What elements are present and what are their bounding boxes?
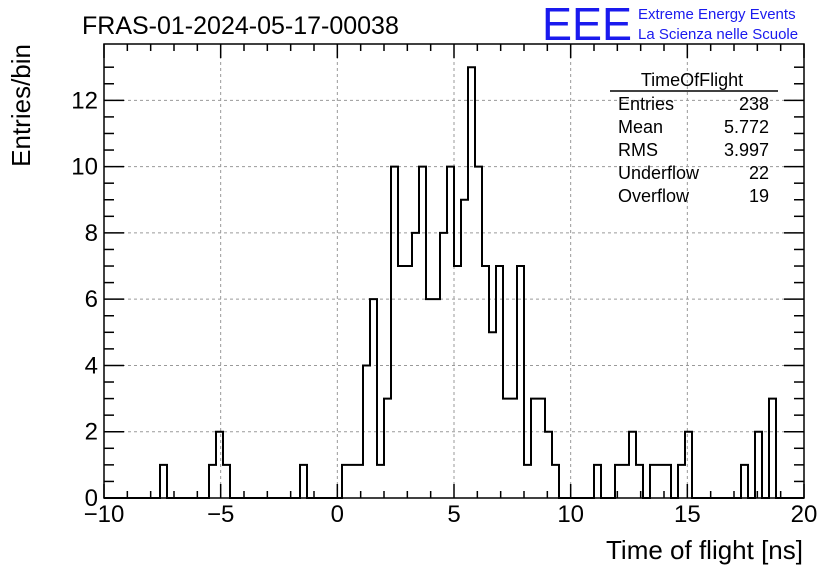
histogram-bin (412, 233, 419, 498)
histogram-bin (489, 332, 496, 498)
histogram-bin (391, 167, 398, 498)
histogram-bin (468, 67, 475, 498)
histogram-bin (160, 465, 167, 498)
x-tick-label: −10 (84, 501, 125, 528)
histogram-bin (517, 266, 524, 498)
histogram-bin (433, 299, 440, 498)
histogram-bin (300, 465, 307, 498)
y-tick-label: 12 (71, 87, 98, 114)
histogram-bin (524, 465, 531, 498)
histogram-bin (475, 167, 482, 498)
histogram-bin (615, 465, 622, 498)
histogram-bin (636, 465, 643, 498)
histogram-bin (552, 465, 559, 498)
histogram-bin (209, 465, 216, 498)
x-axis-label: Time of flight [ns] (606, 535, 803, 565)
histogram-bin (769, 399, 776, 498)
histogram-bin (377, 465, 384, 498)
histogram-bin (440, 233, 447, 498)
stats-row-label: Mean (618, 117, 663, 137)
run-title: FRAS-01-2024-05-17-00038 (82, 12, 399, 40)
histogram-bin (503, 399, 510, 498)
x-tick-label: 5 (447, 501, 460, 528)
histogram-bin (363, 365, 370, 498)
histogram-bin (426, 299, 433, 498)
axis-ticks (103, 44, 805, 499)
histogram-bin (384, 399, 391, 498)
eee-logo-text: EEE (542, 0, 632, 50)
histogram-bin (741, 465, 748, 498)
histogram-bin (650, 465, 657, 498)
x-tick-label: −5 (207, 501, 234, 528)
histogram-bin (538, 399, 545, 498)
logo-line-2: La Scienza nelle Scuole (638, 26, 798, 43)
x-tick-label: 10 (557, 501, 584, 528)
stats-row-label: Overflow (618, 186, 690, 206)
histogram-bin (454, 266, 461, 498)
stats-row-value: 3.997 (724, 140, 769, 160)
y-axis-label: Entries/bin (6, 44, 36, 167)
histogram-bin (755, 432, 762, 498)
stats-rows: Entries 238 Mean 5.772 RMS 3.997 Underflow 22 Ov… (618, 94, 769, 206)
histogram-bin (216, 432, 223, 498)
histogram-bin (398, 266, 405, 498)
stats-row-value: 5.772 (724, 117, 769, 137)
tick-labels: −10 −5 0 5 10 15 20 0 2 4 6 8 10 12 (71, 87, 817, 528)
histogram-bin (545, 432, 552, 498)
histogram-bin (349, 465, 356, 498)
stats-box: TimeOfFlight Entries 238 Mean 5.772 RMS 3.997… (610, 70, 778, 206)
stats-row-value: 22 (749, 163, 769, 183)
x-tick-label: 15 (674, 501, 701, 528)
histogram-bin (342, 465, 349, 498)
stats-row-value: 19 (749, 186, 769, 206)
stats-row-label: Entries (618, 94, 674, 114)
histogram-bin (461, 200, 468, 498)
histogram-bin (482, 266, 489, 498)
x-tick-label: 0 (331, 501, 344, 528)
histogram-bin (531, 399, 538, 498)
histogram-bin (447, 167, 454, 498)
histogram-bin (496, 266, 503, 498)
y-tick-label: 6 (85, 286, 98, 313)
histogram-bin (370, 299, 377, 498)
y-tick-label: 10 (71, 154, 98, 181)
histogram-bin (685, 432, 692, 498)
histogram-bin (356, 465, 363, 498)
x-tick-label: 20 (791, 501, 818, 528)
histogram-bin (419, 167, 426, 498)
logo-line-1: Extreme Energy Events (638, 6, 796, 23)
stats-title: TimeOfFlight (641, 70, 743, 90)
histogram-bin (629, 432, 636, 498)
eee-logo: EEE Extreme Energy Events La Scienza nel… (542, 0, 798, 50)
y-tick-label: 0 (85, 485, 98, 512)
histogram-bin (594, 465, 601, 498)
histogram-bin (405, 266, 412, 498)
y-tick-label: 8 (85, 220, 98, 247)
histogram-bin (657, 465, 664, 498)
stats-row-value: 238 (739, 94, 769, 114)
stats-row-label: RMS (618, 140, 658, 160)
histogram-bars (104, 66, 804, 499)
histogram-bin (510, 399, 517, 498)
y-tick-label: 4 (85, 352, 98, 379)
y-tick-label: 2 (85, 419, 98, 446)
histogram-bin (678, 465, 685, 498)
histogram-bin (223, 465, 230, 498)
histogram-bin (664, 465, 671, 498)
histogram-bin (622, 465, 629, 498)
stats-row-label: Underflow (618, 163, 700, 183)
